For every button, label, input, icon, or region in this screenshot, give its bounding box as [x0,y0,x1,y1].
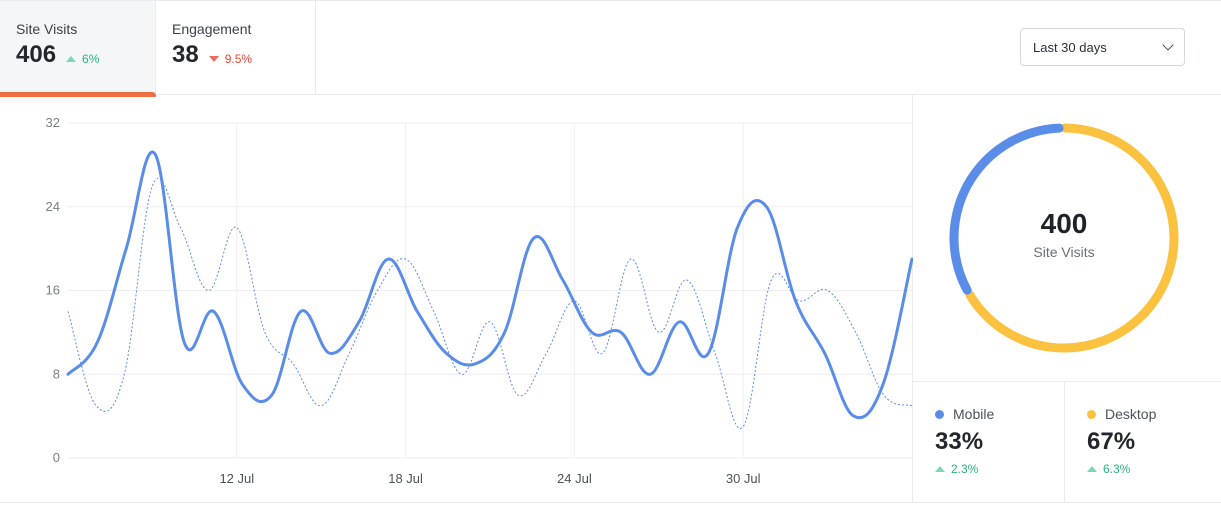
desktop-delta: 6.3% [1087,462,1130,476]
device-stats: Mobile 33% 2.3% Desktop 67% 6.3% [913,381,1221,503]
mobile-share-value: 33% [935,428,984,455]
y-tick-label: 16 [46,283,60,298]
desktop-label: Desktop [1105,406,1157,422]
x-tick-label: 18 Jul [388,471,423,486]
x-tick-label: 12 Jul [219,471,254,486]
engagement-value: 38 [172,41,199,68]
donut-chart: 400 Site Visits [913,95,1221,381]
site-visits-value: 406 [16,41,57,68]
desktop-delta-text: 6.3% [1103,462,1131,476]
arrow-up-icon [66,56,77,62]
active-tab-indicator [0,92,156,97]
date-range-select[interactable]: Last 30 days [1020,28,1185,66]
desktop-share-value: 67% [1087,428,1136,455]
engagement-delta: 9.5% [208,52,253,66]
bottom-divider [0,502,1221,503]
mobile-delta-text: 2.3% [951,462,979,476]
donut-chart-svg [949,123,1179,353]
metric-tabs-bar: Site Visits 406 6% Engagement 38 9.5% [0,0,1221,97]
y-tick-label: 8 [53,366,60,381]
tab-site-visits-label: Site Visits [16,21,78,37]
y-tick-label: 24 [46,199,60,214]
tab-site-visits[interactable]: Site Visits 406 6% [0,1,156,97]
x-tick-label: 24 Jul [557,471,592,486]
mobile-label: Mobile [953,406,995,422]
device-breakdown-panel: 400 Site Visits Mobile 33% 2.3% Deskt [913,95,1221,503]
site-visits-delta-text: 6% [82,52,100,66]
x-tick-label: 30 Jul [726,471,761,486]
stat-mobile: Mobile 33% 2.3% [913,382,1065,503]
line-chart: 0 8 16 24 32 12 Jul 18 Jul 24 Jul 30 Jul [0,95,914,502]
stat-desktop: Desktop 67% 6.3% [1065,382,1221,503]
desktop-legend-dot [1087,409,1096,419]
y-tick-label: 32 [46,115,60,130]
arrow-up-icon [935,466,945,472]
arrow-down-icon [208,56,219,62]
site-visits-delta: 6% [66,52,99,66]
engagement-delta-text: 9.5% [224,52,253,66]
line-chart-svg: 0 8 16 24 32 12 Jul 18 Jul 24 Jul 30 Jul [46,115,914,486]
series-line-dotted [67,177,913,429]
y-tick-label: 0 [53,450,60,465]
chevron-down-icon [1162,39,1174,51]
series-line-solid [66,150,914,420]
arrow-up-icon [1087,466,1097,472]
mobile-legend-dot [935,409,944,419]
tab-engagement[interactable]: Engagement 38 9.5% [156,1,316,95]
donut-total-value: 400 [1040,208,1088,239]
donut-center: 400 Site Visits [913,208,1215,260]
donut-total-label: Site Visits [1033,244,1095,260]
tab-engagement-label: Engagement [172,21,252,37]
date-range-selected: Last 30 days [1033,39,1107,55]
donut-segment-desktop [949,123,1179,353]
donut-segment-mobile [949,123,1179,353]
mobile-delta: 2.3% [935,462,978,476]
